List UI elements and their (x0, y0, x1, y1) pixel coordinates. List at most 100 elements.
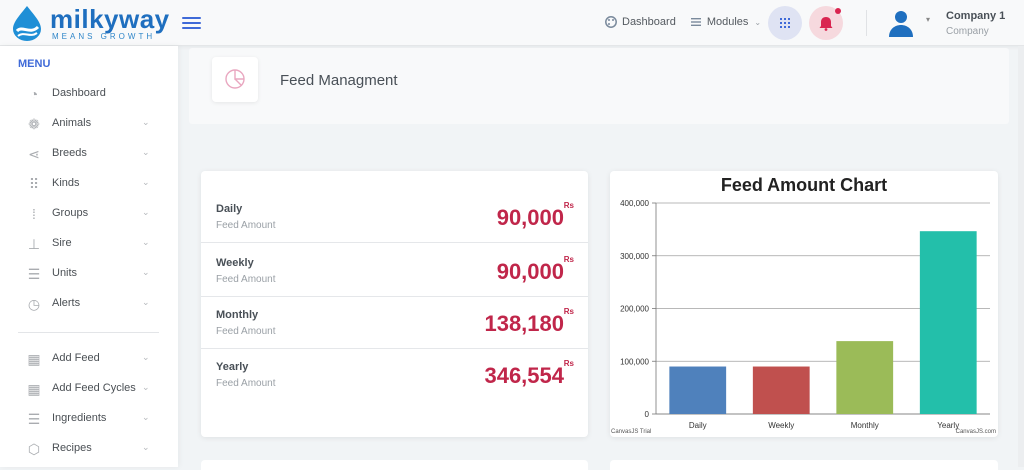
sliders-icon: ☰ (27, 266, 41, 282)
sidebar-item-label: Groups (52, 207, 89, 219)
sidebar-item-groups[interactable]: ⁞ Groups ⌄ (0, 199, 178, 229)
stat-unit: Rs (563, 201, 574, 210)
chevron-down-icon: ⌄ (142, 147, 150, 157)
page-scrollbar[interactable] (1018, 46, 1024, 467)
nav-dashboard[interactable]: Dashboard (605, 16, 676, 28)
grid-apps-icon (780, 18, 790, 28)
y-tick-label: 100,000 (620, 357, 649, 366)
chevron-down-icon: ⌄ (142, 352, 150, 362)
bar-daily (669, 366, 727, 414)
chevron-down-icon: ⌄ (142, 382, 150, 392)
sidebar-item-sire[interactable]: ⊥ Sire ⌄ (0, 229, 178, 259)
stat-sublabel: Feed Amount (216, 326, 276, 337)
bar-yearly (919, 231, 977, 414)
chevron-down-icon: ⌄ (142, 267, 150, 277)
sidebar-item-dashboard[interactable]: ◔ Dashboard (0, 79, 178, 109)
share-icon: ⋖ (28, 146, 40, 162)
sidebar-item-breeds[interactable]: ⋖ Breeds ⌄ (0, 139, 178, 169)
sidebar-item-recipes[interactable]: ⬡ Recipes ⌄ (0, 434, 178, 464)
second-card-peek (610, 460, 998, 470)
user-chevron-icon[interactable]: ▾ (926, 15, 931, 24)
sidebar-item-add-feed-cycles[interactable]: ▦ Add Feed Cycles ⌄ (0, 374, 178, 404)
stat-row-monthly: Monthly Feed Amount 138,180 Rs (201, 297, 588, 349)
list-icon (690, 18, 701, 26)
sidebar-item-label: Sire (52, 237, 72, 249)
chevron-down-icon: ⌄ (142, 442, 150, 452)
sidebar-item-label: Units (52, 267, 78, 279)
sidebar-item-label: Kinds (52, 177, 80, 189)
sidebar-item-label: Breeds (52, 147, 87, 159)
page-title-icon-box (212, 57, 258, 102)
bar-weekly (752, 366, 810, 414)
apps-button[interactable] (768, 6, 802, 40)
feed-amount-stats-card: Daily Feed Amount 90,000 Rs Weekly Feed … (201, 171, 588, 437)
sidebar-item-label: Add Feed (52, 352, 100, 364)
dots-grid-icon: ⁞ (32, 206, 36, 222)
stat-sublabel: Feed Amount (216, 378, 276, 389)
stat-sublabel: Feed Amount (216, 220, 276, 231)
chart-watermark-left: CanvasJS Trial (611, 429, 651, 435)
sidebar-item-units[interactable]: ☰ Units ⌄ (0, 259, 178, 289)
x-tick-label: Daily (689, 421, 707, 430)
chart-watermark-right: CanvasJS.com (956, 429, 996, 435)
y-tick-label: 0 (645, 410, 650, 419)
sidebar-item-label: Recipes (52, 442, 92, 454)
nav-modules[interactable]: Modules ⌄ (690, 16, 761, 28)
stat-label: Monthly (216, 309, 259, 321)
hamburger-menu-icon[interactable] (182, 14, 201, 30)
stat-unit: Rs (563, 359, 574, 368)
sidebar: MENU ◔ Dashboard ❁ Animals ⌄ ⋖ Breeds ⌄ ⠿ Kinds ⌄ ⁞… (0, 46, 178, 467)
page-title-card: Feed Managment (189, 48, 1009, 124)
user-role: Company (946, 26, 989, 37)
calendar-grid-icon: ▦ (27, 381, 41, 397)
stat-value: 346,554 (484, 363, 564, 388)
sidebar-item-label: Dashboard (52, 87, 106, 99)
menu-heading: MENU (18, 58, 51, 70)
page-title: Feed Managment (280, 72, 398, 89)
feed-amount-chart-card: Feed Amount Chart 0 100,000 200,000 300,000 4… (610, 171, 998, 437)
feed-amount-chart: Feed Amount Chart 0 100,000 200,000 300,000 4… (611, 175, 996, 435)
x-tick-label: Weekly (768, 421, 794, 430)
bell-icon (819, 17, 833, 31)
brand-tagline: MEANS GROWTH (52, 32, 156, 41)
notification-dot (835, 8, 841, 14)
chevron-down-icon: ⌄ (142, 237, 150, 247)
palette-icon (605, 16, 617, 28)
hierarchy-icon: ⊥ (27, 236, 41, 252)
sidebar-item-animals[interactable]: ❁ Animals ⌄ (0, 109, 178, 139)
chevron-down-icon: ⌄ (142, 177, 150, 187)
weekly-report-card-peek (201, 460, 588, 470)
paw-icon: ❁ (28, 116, 40, 132)
sidebar-item-alerts[interactable]: ◷ Alerts ⌄ (0, 289, 178, 319)
stat-row-daily: Daily Feed Amount 90,000 Rs (201, 191, 588, 243)
stat-row-weekly: Weekly Feed Amount 90,000 Rs (201, 245, 588, 297)
clock-icon: ◷ (27, 296, 41, 312)
sidebar-item-add-feed[interactable]: ▦ Add Feed ⌄ (0, 344, 178, 374)
box-icon: ⬡ (27, 441, 41, 457)
stat-sublabel: Feed Amount (216, 274, 276, 285)
stat-unit: Rs (563, 307, 574, 316)
pie-icon: ◔ (29, 86, 39, 102)
calendar-icon: ▦ (27, 351, 41, 367)
sidebar-item-label: Alerts (52, 297, 81, 309)
sidebar-item-kinds[interactable]: ⠿ Kinds ⌄ (0, 169, 178, 199)
x-tick-label: Monthly (851, 421, 879, 430)
stat-value: 90,000 (496, 259, 564, 284)
y-tick-label: 200,000 (620, 305, 649, 314)
milk-drop-icon (13, 6, 41, 41)
brand-logo[interactable]: milkyway MEANS GROWTH (10, 4, 170, 44)
header-nav: Dashboard Modules ⌄ (605, 16, 775, 28)
sidebar-item-ingredients[interactable]: ☰ Ingredients ⌄ (0, 404, 178, 434)
chevron-down-icon: ⌄ (142, 412, 150, 422)
notifications-button[interactable] (809, 6, 843, 40)
user-name[interactable]: Company 1 (946, 10, 1006, 22)
x-tick-label: Yearly (937, 421, 959, 430)
sidebar-item-label: Ingredients (52, 412, 107, 424)
brand-name: milkyway (50, 4, 170, 34)
sidebar-divider (18, 332, 159, 333)
stat-label: Daily (216, 203, 243, 215)
chevron-down-icon: ⌄ (142, 207, 150, 217)
user-avatar-icon[interactable] (886, 8, 916, 38)
chevron-down-icon: ⌄ (142, 297, 150, 307)
stat-value: 138,180 (484, 311, 564, 336)
